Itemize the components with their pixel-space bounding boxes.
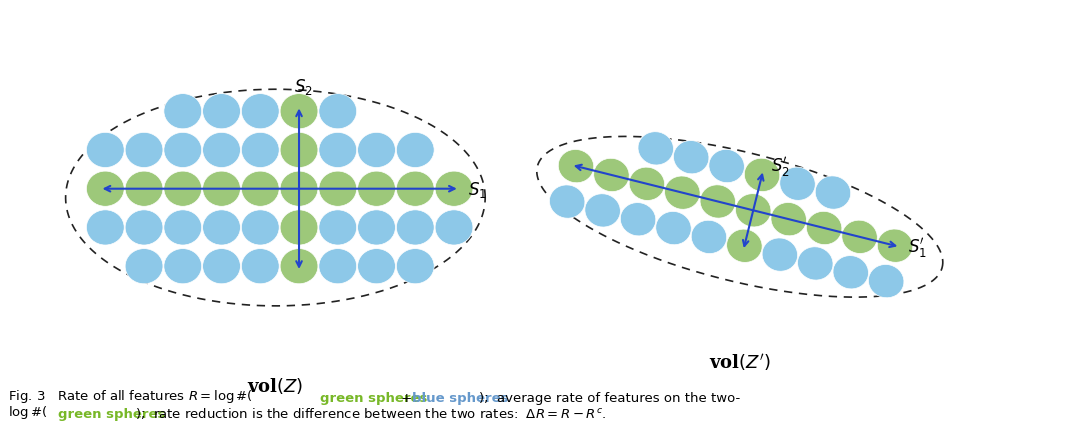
Ellipse shape	[319, 95, 356, 130]
Ellipse shape	[319, 172, 356, 207]
Text: blue spheres: blue spheres	[411, 391, 509, 404]
Text: $S_1'$: $S_1'$	[908, 236, 927, 259]
Text: green spheres: green spheres	[58, 407, 165, 420]
Ellipse shape	[771, 203, 807, 236]
Ellipse shape	[585, 194, 620, 227]
Ellipse shape	[203, 249, 241, 284]
Ellipse shape	[868, 265, 904, 298]
Ellipse shape	[280, 95, 318, 130]
Ellipse shape	[807, 212, 842, 245]
Ellipse shape	[357, 133, 395, 168]
Ellipse shape	[164, 95, 202, 130]
Ellipse shape	[877, 230, 913, 263]
Ellipse shape	[86, 133, 124, 168]
Ellipse shape	[241, 133, 279, 168]
Ellipse shape	[638, 132, 674, 166]
Ellipse shape	[319, 249, 356, 284]
Ellipse shape	[125, 172, 163, 207]
Ellipse shape	[280, 172, 318, 207]
Ellipse shape	[708, 150, 744, 183]
Ellipse shape	[241, 210, 279, 245]
Ellipse shape	[833, 256, 868, 289]
Ellipse shape	[357, 210, 395, 245]
Ellipse shape	[396, 249, 434, 284]
Ellipse shape	[744, 159, 780, 192]
Ellipse shape	[164, 210, 202, 245]
Ellipse shape	[841, 221, 877, 254]
Ellipse shape	[674, 141, 708, 174]
Ellipse shape	[280, 210, 318, 245]
Text: $\log\#$(: $\log\#$(	[8, 403, 48, 420]
Ellipse shape	[435, 172, 473, 207]
Ellipse shape	[797, 247, 833, 280]
Ellipse shape	[815, 176, 851, 210]
Ellipse shape	[203, 172, 241, 207]
Ellipse shape	[280, 249, 318, 284]
Text: green spheres: green spheres	[320, 391, 428, 404]
Text: vol$(Z)$: vol$(Z)$	[247, 376, 303, 395]
Ellipse shape	[164, 133, 202, 168]
Ellipse shape	[780, 168, 815, 201]
Ellipse shape	[550, 185, 585, 219]
Ellipse shape	[620, 203, 656, 236]
Text: vol$(Z')$: vol$(Z')$	[708, 351, 771, 373]
Text: +: +	[397, 391, 417, 404]
Ellipse shape	[125, 210, 163, 245]
Ellipse shape	[86, 210, 124, 245]
Ellipse shape	[86, 172, 124, 207]
Ellipse shape	[280, 133, 318, 168]
Ellipse shape	[700, 185, 735, 219]
Ellipse shape	[727, 230, 762, 263]
Ellipse shape	[319, 133, 356, 168]
Ellipse shape	[691, 221, 727, 254]
Ellipse shape	[203, 133, 241, 168]
Text: Fig. 3   Rate of all features $R = \log\#$(: Fig. 3 Rate of all features $R = \log\#$…	[8, 387, 253, 404]
Ellipse shape	[203, 210, 241, 245]
Ellipse shape	[241, 249, 279, 284]
Text: );  average rate of features on the two-: ); average rate of features on the two-	[480, 391, 740, 404]
Ellipse shape	[735, 194, 771, 227]
Ellipse shape	[630, 168, 664, 201]
Ellipse shape	[164, 172, 202, 207]
Text: $S_2'$: $S_2'$	[771, 154, 791, 178]
Ellipse shape	[435, 210, 473, 245]
Text: $S_2$: $S_2$	[294, 76, 312, 96]
Ellipse shape	[241, 95, 279, 130]
Ellipse shape	[396, 210, 434, 245]
Ellipse shape	[164, 249, 202, 284]
Ellipse shape	[125, 249, 163, 284]
Ellipse shape	[319, 210, 356, 245]
Ellipse shape	[203, 95, 241, 130]
Ellipse shape	[357, 172, 395, 207]
Text: );  rate reduction is the difference between the two rates:  $\Delta R = R - R^c: ); rate reduction is the difference betw…	[135, 405, 606, 420]
Ellipse shape	[396, 172, 434, 207]
Ellipse shape	[656, 212, 691, 245]
Ellipse shape	[357, 249, 395, 284]
Ellipse shape	[594, 159, 630, 192]
Ellipse shape	[558, 150, 594, 183]
Ellipse shape	[396, 133, 434, 168]
Text: $S_1$: $S_1$	[468, 179, 487, 199]
Ellipse shape	[664, 176, 700, 210]
Ellipse shape	[125, 133, 163, 168]
Ellipse shape	[762, 239, 798, 272]
Ellipse shape	[241, 172, 279, 207]
